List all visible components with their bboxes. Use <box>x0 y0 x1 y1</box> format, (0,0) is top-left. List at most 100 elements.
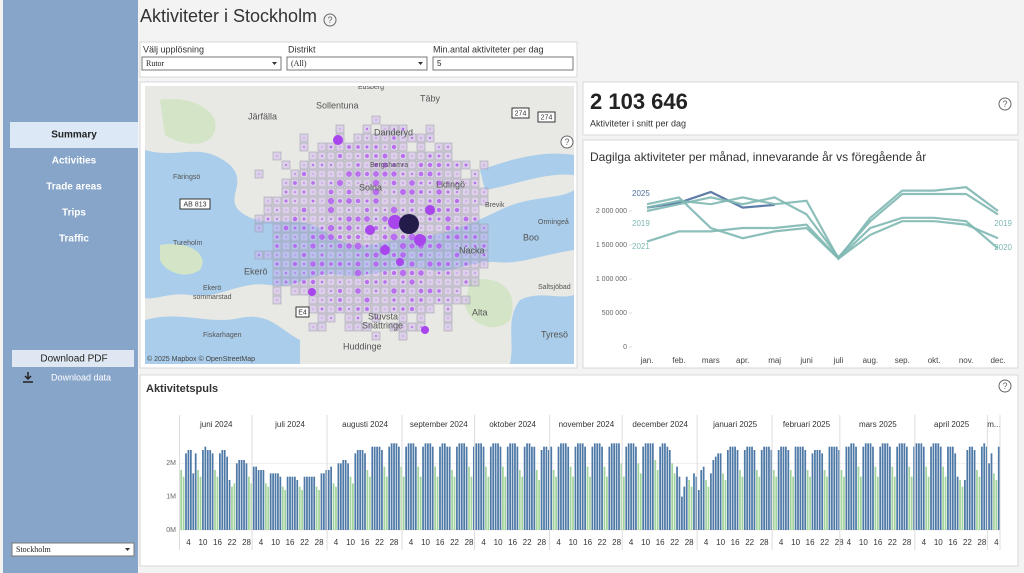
district-select[interactable] <box>286 56 428 71</box>
map-dot <box>382 153 388 159</box>
help-icon[interactable] <box>998 97 1012 111</box>
download-data-label[interactable]: Download data <box>51 372 111 382</box>
bar <box>997 446 1000 530</box>
nav-item[interactable]: Summary <box>51 130 97 141</box>
map-water <box>510 295 574 364</box>
download-pdf-label[interactable]: Download PDF <box>40 354 107 365</box>
y-tick-label: 1 000 000 <box>596 276 627 283</box>
map-dot <box>455 163 459 167</box>
map-dot <box>446 208 450 212</box>
map-dot <box>384 191 386 193</box>
map-dot <box>456 218 458 220</box>
bar <box>506 446 509 530</box>
nav-selected[interactable] <box>10 122 138 148</box>
x-tick-label: 16 <box>213 538 222 547</box>
filter-value[interactable]: Rutor <box>146 59 165 68</box>
map-dot <box>364 171 370 177</box>
series-label: 2020 <box>994 243 1012 252</box>
bar <box>920 443 923 530</box>
map-dot <box>372 188 380 196</box>
bar <box>855 446 857 530</box>
bar <box>717 453 720 530</box>
bar <box>531 446 533 530</box>
bar <box>465 446 468 530</box>
nav-item[interactable]: Activities <box>52 156 97 167</box>
map-dot <box>258 218 260 220</box>
download-icon[interactable] <box>23 372 33 383</box>
map-dot <box>357 326 359 328</box>
x-tick-label: aug. <box>863 356 879 365</box>
map-dot <box>336 179 344 187</box>
nav-item[interactable]: Trips <box>62 208 86 219</box>
bar <box>468 466 470 530</box>
filter-value[interactable]: 5 <box>437 59 442 68</box>
download-pdf-button[interactable] <box>12 350 134 367</box>
help-mark[interactable]: ? <box>327 15 332 25</box>
min-activities-input[interactable] <box>432 56 574 71</box>
map-dot <box>446 163 450 167</box>
bar <box>639 473 642 530</box>
help-mark[interactable]: ? <box>1002 99 1007 109</box>
map-place: Ekerö <box>203 285 221 292</box>
help-icon[interactable] <box>323 13 337 27</box>
region-value[interactable]: Stockholm <box>16 545 51 554</box>
month-label: augusti 2024 <box>342 420 388 429</box>
map-dot <box>384 146 386 148</box>
help-icon[interactable] <box>560 135 574 149</box>
bar <box>405 446 407 530</box>
map-dot <box>294 209 296 211</box>
x-tick-label: 28 <box>537 538 546 547</box>
map-dot <box>384 299 386 301</box>
nav-item[interactable]: Trade areas <box>46 182 102 193</box>
bar <box>281 486 284 530</box>
map-dot <box>410 208 414 212</box>
help-mark[interactable]: ? <box>564 137 569 147</box>
map-dot <box>438 281 440 283</box>
bar <box>535 470 538 530</box>
bar <box>809 476 811 530</box>
map-dot <box>402 146 404 148</box>
bar <box>869 443 872 530</box>
bar <box>816 450 819 530</box>
x-tick-label: maj <box>768 356 781 365</box>
map-dot <box>329 271 333 275</box>
map-dot <box>312 209 314 211</box>
map-dot <box>330 308 332 310</box>
nav-item[interactable]: Traffic <box>59 234 89 245</box>
map-dot <box>409 270 415 276</box>
resolution-select[interactable] <box>141 56 282 71</box>
map-dot <box>392 163 396 167</box>
map-dot <box>348 317 350 319</box>
map-place: Boo <box>523 232 539 242</box>
map[interactable]: Edsberg Sollentuna Täby Järfälla Dandery… <box>145 84 574 364</box>
map-dot <box>348 164 350 166</box>
help-mark[interactable]: ? <box>1002 381 1007 391</box>
map-dot <box>420 200 422 202</box>
map-dot <box>348 299 350 301</box>
map-dot <box>329 298 333 302</box>
bar <box>202 450 204 530</box>
bar <box>685 476 688 530</box>
map-dot <box>321 290 323 292</box>
map-dot <box>401 163 405 167</box>
help-icon[interactable] <box>998 379 1012 393</box>
bar <box>910 476 913 530</box>
bar <box>734 446 736 530</box>
bar <box>697 490 700 530</box>
bar <box>668 450 671 530</box>
map-dot <box>388 215 402 229</box>
bar <box>801 446 804 530</box>
bar <box>748 446 751 530</box>
bar <box>847 446 850 530</box>
map-dot <box>384 137 386 139</box>
month-label: mars 2025 <box>859 420 897 429</box>
map-cells <box>254 115 489 341</box>
map-dot <box>411 290 413 292</box>
filter-value[interactable]: (All) <box>291 59 307 68</box>
bar <box>710 473 712 530</box>
map-dot <box>366 137 368 139</box>
region-select[interactable] <box>11 542 135 557</box>
line-chart: 0 500 000 1 000 000 1 500 000 2 000 000 jan. f… <box>596 186 1013 365</box>
bar <box>642 446 645 530</box>
